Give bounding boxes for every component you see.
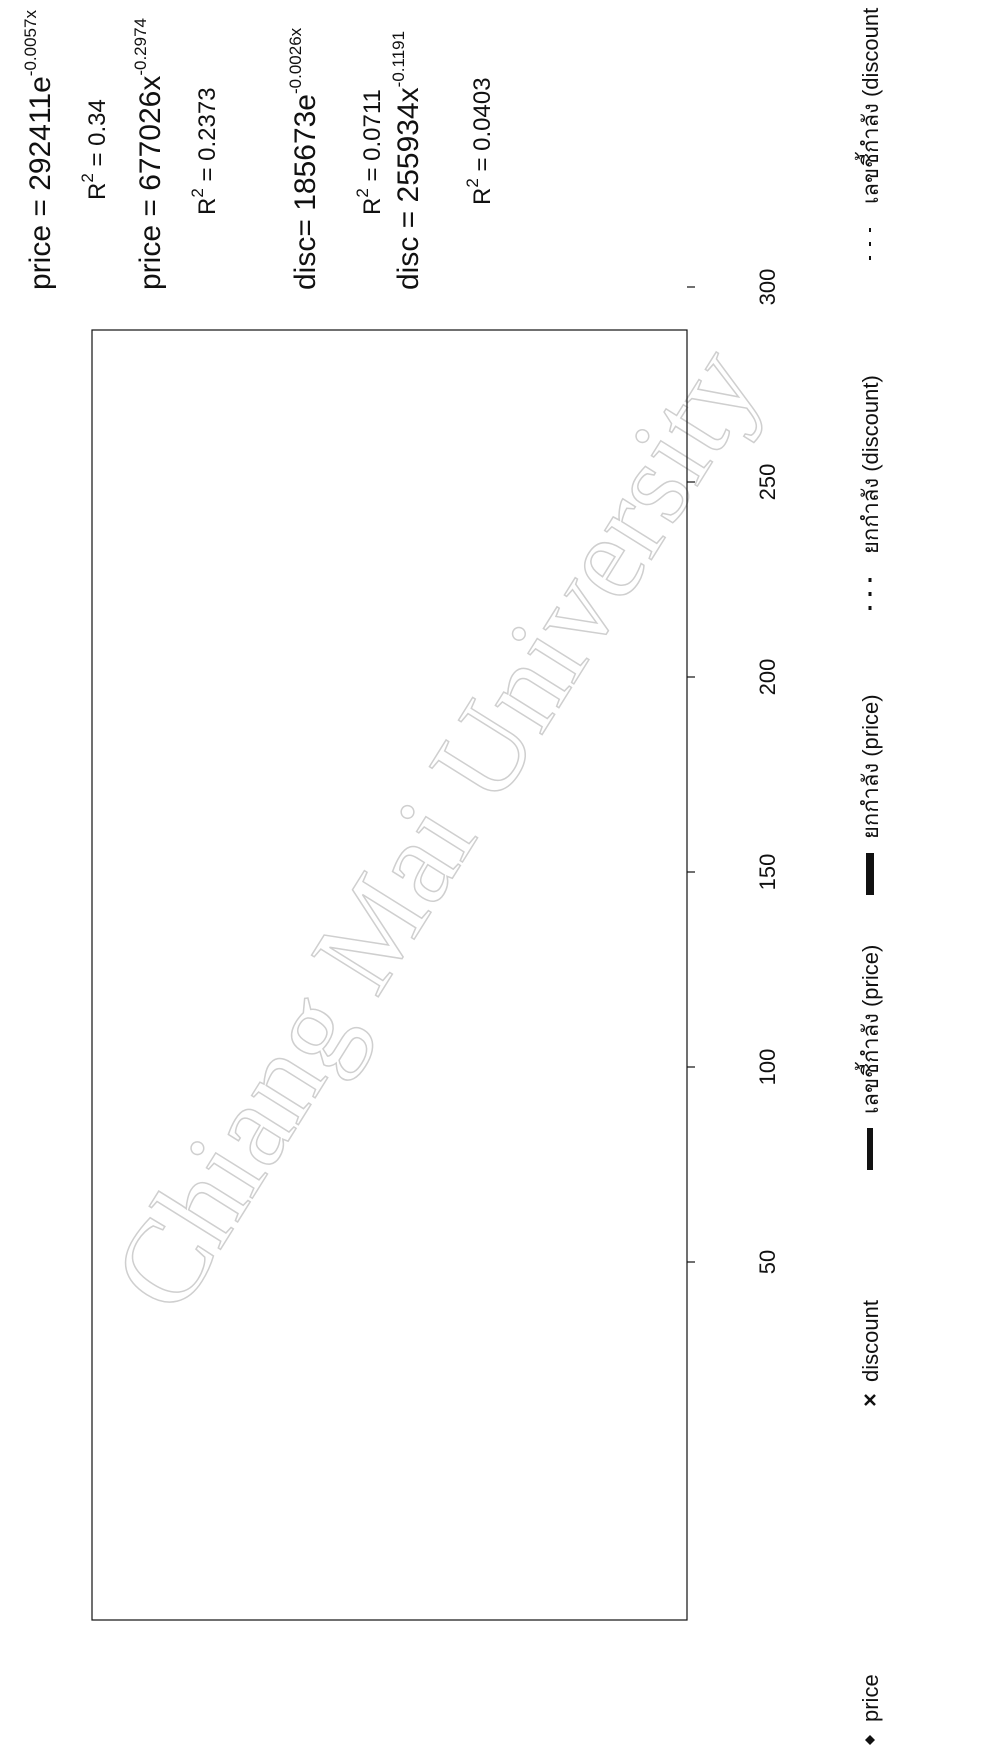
x-tick-label: 100 — [755, 1049, 780, 1086]
equation-exponent-0: -0.0057x — [21, 10, 40, 77]
legend-item-4: ยกกำลัง (discount) — [858, 375, 883, 610]
legend-label-1: discount — [858, 1300, 883, 1382]
r-squared-value-3: = 0.0711 — [359, 89, 386, 188]
equation-exponent-3: -0.0026x — [286, 27, 305, 94]
r-squared-value-1: = 0.2373 — [194, 87, 221, 188]
equation-3: disc= 185673e-0.0026x — [286, 27, 322, 290]
legend-label-0: price — [858, 1674, 883, 1722]
legend-item-5: เลขชี้กำลัง (discount — [855, 8, 883, 260]
legend-item-1: discount — [858, 1300, 883, 1406]
r-squared-value-0: = 0.34 — [84, 99, 111, 173]
watermark-text: Chiang Mai University — [86, 324, 785, 1333]
r-squared-value-2: = 0.0403 — [469, 77, 496, 178]
r-squared-sup-3: 2 — [353, 188, 372, 197]
legend-symbol-x-b — [864, 1394, 876, 1406]
legend-label-2: เลขชี้กำลัง (price) — [855, 945, 883, 1114]
equation-1: price = 677026x-0.2974 — [131, 18, 167, 290]
equation-0: price = 292411e-0.0057x — [21, 10, 57, 290]
plot-frame — [91, 329, 688, 1621]
x-tick-label: 150 — [755, 854, 780, 891]
legend-label-4: ยกกำลัง (discount) — [858, 375, 883, 554]
legend-symbol-diamond — [865, 1735, 875, 1745]
watermark-layer: Chiang Mai University — [85, 323, 786, 1333]
legend-item-3: ยกกำลัง (price) — [858, 694, 883, 895]
r-squared-sup-1: 2 — [188, 188, 207, 197]
r-squared-sup-2: 2 — [463, 178, 482, 187]
r-squared-1: R2 = 0.2373 — [188, 87, 221, 215]
r-squared-0: R2 = 0.34 — [78, 99, 111, 200]
legend-label-3: ยกกำลัง (price) — [858, 694, 883, 839]
legend-item-2: เลขชี้กำลัง (price) — [855, 945, 883, 1170]
chart-legend: price discount เลขชี้กำลัง (price) ยกกำลัง … — [855, 8, 883, 1745]
legend-label-5: เลขชี้กำลัง (discount — [855, 8, 883, 204]
x-tick-label: 250 — [755, 464, 780, 501]
legend-item-0: price — [858, 1674, 883, 1745]
x-axis-ticks: 50 100 150 200 250 300 — [687, 269, 780, 1274]
x-tick-label: 50 — [755, 1250, 780, 1274]
r-squared-3: R2 = 0.0711 — [353, 89, 386, 215]
x-tick-label: 300 — [755, 269, 780, 306]
x-tick-label: 200 — [755, 659, 780, 696]
r-squared-2: R2 = 0.0403 — [463, 77, 496, 205]
equation-exponent-2: -0.1191 — [389, 31, 408, 87]
r-squared-sup-0: 2 — [78, 173, 97, 182]
trendline-equations: price = 292411e-0.0057x R2 = 0.34 price = … — [21, 10, 496, 290]
equation-2: disc = 255934x-0.1191 — [389, 31, 425, 290]
equation-exponent-1: -0.2974 — [131, 18, 150, 76]
